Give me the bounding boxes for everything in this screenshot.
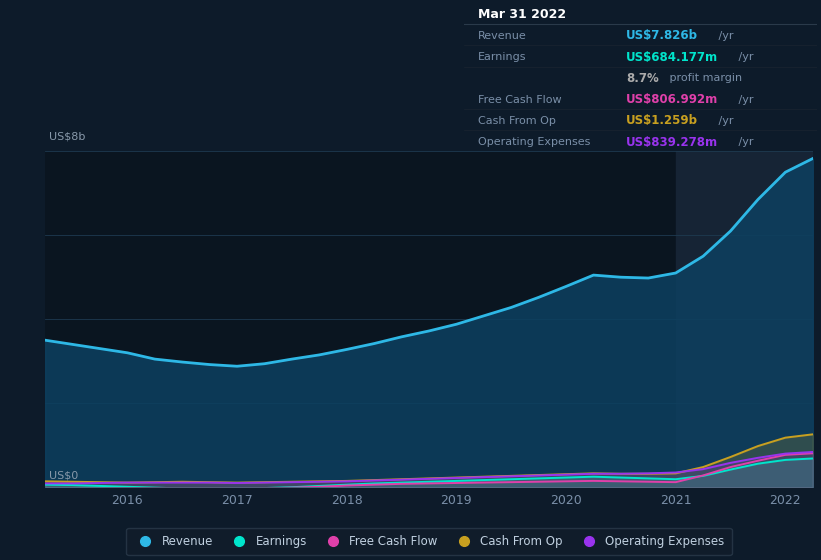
- Text: US$839.278m: US$839.278m: [626, 136, 718, 149]
- Text: US$684.177m: US$684.177m: [626, 50, 718, 64]
- Text: Revenue: Revenue: [478, 31, 527, 41]
- Text: US$806.992m: US$806.992m: [626, 93, 718, 106]
- Text: /yr: /yr: [735, 52, 754, 62]
- Text: Earnings: Earnings: [478, 52, 526, 62]
- Text: /yr: /yr: [715, 116, 734, 126]
- Text: profit margin: profit margin: [666, 73, 742, 83]
- Text: /yr: /yr: [715, 31, 734, 41]
- Text: Free Cash Flow: Free Cash Flow: [478, 95, 562, 105]
- Text: Operating Expenses: Operating Expenses: [478, 137, 590, 147]
- Text: 8.7%: 8.7%: [626, 72, 659, 85]
- Text: US$7.826b: US$7.826b: [626, 29, 698, 43]
- Text: US$8b: US$8b: [49, 131, 85, 141]
- Legend: Revenue, Earnings, Free Cash Flow, Cash From Op, Operating Expenses: Revenue, Earnings, Free Cash Flow, Cash …: [126, 528, 732, 555]
- Text: US$0: US$0: [49, 470, 78, 480]
- Text: /yr: /yr: [735, 137, 754, 147]
- Text: US$1.259b: US$1.259b: [626, 114, 698, 128]
- Bar: [676, 151, 819, 487]
- Text: Mar 31 2022: Mar 31 2022: [478, 8, 566, 21]
- Text: /yr: /yr: [735, 95, 754, 105]
- Text: Cash From Op: Cash From Op: [478, 116, 556, 126]
